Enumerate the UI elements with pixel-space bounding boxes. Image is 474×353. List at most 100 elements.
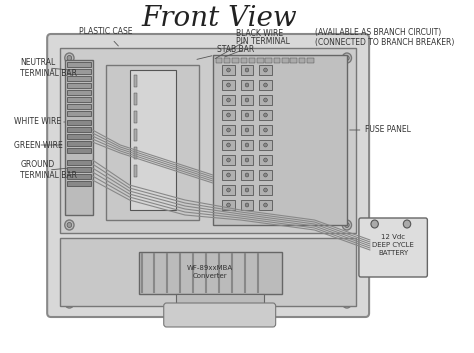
Bar: [134, 93, 137, 105]
Circle shape: [67, 55, 72, 60]
Circle shape: [227, 203, 230, 207]
Circle shape: [342, 220, 352, 230]
Circle shape: [345, 300, 349, 305]
Circle shape: [371, 220, 378, 228]
Circle shape: [245, 68, 249, 72]
Bar: [129, 70, 176, 210]
Bar: [67, 174, 91, 179]
Bar: [240, 185, 254, 195]
Bar: [106, 65, 199, 220]
Bar: [249, 58, 255, 63]
Bar: [67, 97, 91, 102]
Bar: [291, 58, 297, 63]
Text: (AVAILABLE AS BRANCH CIRCUIT): (AVAILABLE AS BRANCH CIRCUIT): [315, 29, 441, 37]
Bar: [67, 62, 91, 67]
Circle shape: [264, 188, 267, 192]
Bar: [222, 170, 235, 180]
Bar: [240, 95, 254, 105]
Bar: [299, 58, 305, 63]
Circle shape: [264, 98, 267, 102]
Bar: [222, 65, 235, 75]
Bar: [213, 55, 347, 225]
Bar: [134, 147, 137, 159]
Circle shape: [227, 158, 230, 162]
Bar: [67, 141, 91, 146]
Circle shape: [403, 220, 411, 228]
Circle shape: [245, 113, 249, 117]
Bar: [259, 155, 272, 165]
FancyBboxPatch shape: [164, 303, 276, 327]
Bar: [134, 75, 137, 87]
Text: Front View: Front View: [141, 5, 297, 31]
Circle shape: [227, 188, 230, 192]
Bar: [240, 110, 254, 120]
Circle shape: [65, 298, 74, 308]
Circle shape: [245, 98, 249, 102]
Circle shape: [245, 128, 249, 132]
Circle shape: [264, 68, 267, 72]
Bar: [282, 58, 289, 63]
Bar: [259, 80, 272, 90]
Bar: [67, 120, 91, 125]
Bar: [222, 125, 235, 135]
Bar: [67, 160, 91, 165]
Text: GREEN WIRE: GREEN WIRE: [14, 140, 63, 150]
Circle shape: [245, 143, 249, 147]
Bar: [216, 58, 222, 63]
Circle shape: [227, 68, 230, 72]
Circle shape: [227, 98, 230, 102]
Circle shape: [342, 53, 352, 63]
Text: PIN TERMINAL: PIN TERMINAL: [225, 37, 290, 57]
Bar: [259, 170, 272, 180]
Text: (CONNECTED TO BRANCH BREAKER): (CONNECTED TO BRANCH BREAKER): [315, 37, 454, 47]
Bar: [134, 111, 137, 123]
Bar: [139, 252, 282, 294]
Bar: [222, 80, 235, 90]
Circle shape: [245, 203, 249, 207]
Circle shape: [227, 113, 230, 117]
Bar: [240, 125, 254, 135]
Bar: [134, 129, 137, 141]
Bar: [67, 148, 91, 153]
Circle shape: [342, 298, 352, 308]
Bar: [67, 181, 91, 186]
Bar: [176, 294, 264, 306]
Bar: [222, 110, 235, 120]
Circle shape: [245, 188, 249, 192]
Bar: [265, 58, 272, 63]
Bar: [67, 104, 91, 109]
Text: BLACK WIRE: BLACK WIRE: [215, 29, 283, 59]
Bar: [222, 155, 235, 165]
Bar: [67, 167, 91, 172]
Bar: [259, 110, 272, 120]
Bar: [274, 58, 280, 63]
Text: 12 Vdc
DEEP CYCLE
BATTERY: 12 Vdc DEEP CYCLE BATTERY: [372, 234, 414, 256]
Bar: [259, 65, 272, 75]
Circle shape: [227, 143, 230, 147]
Bar: [222, 140, 235, 150]
Text: STAB BAR: STAB BAR: [197, 46, 255, 59]
Circle shape: [65, 220, 74, 230]
Text: WHITE WIRE: WHITE WIRE: [14, 118, 65, 126]
Circle shape: [264, 173, 267, 177]
Bar: [67, 90, 91, 95]
Bar: [307, 58, 314, 63]
Circle shape: [227, 128, 230, 132]
Circle shape: [245, 83, 249, 87]
Bar: [259, 140, 272, 150]
Bar: [232, 58, 239, 63]
Bar: [67, 76, 91, 81]
Bar: [67, 111, 91, 116]
Bar: [240, 200, 254, 210]
Bar: [259, 125, 272, 135]
Bar: [67, 127, 91, 132]
Bar: [60, 238, 356, 306]
Bar: [222, 200, 235, 210]
Bar: [240, 155, 254, 165]
Bar: [259, 200, 272, 210]
Bar: [67, 69, 91, 74]
Bar: [259, 95, 272, 105]
Bar: [222, 185, 235, 195]
Bar: [60, 48, 356, 233]
Bar: [257, 58, 264, 63]
